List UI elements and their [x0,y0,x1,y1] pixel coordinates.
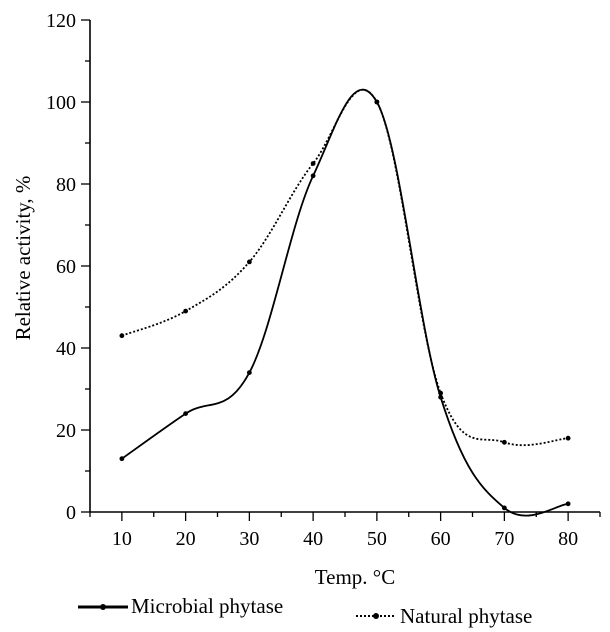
x-tick-label: 80 [558,528,578,550]
y-axis-title: Relative activity, % [11,176,35,341]
y-tick-label: 100 [46,92,76,114]
data-point-natural-phytase [183,308,189,314]
x-tick-label: 70 [494,528,514,550]
legend-marker-microbial [100,604,106,610]
x-tick-label: 50 [367,528,387,550]
y-tick-label: 80 [56,174,76,196]
data-point-natural-phytase [310,161,316,166]
series-line-natural-phytase [121,88,569,447]
data-point-microbial-phytase [119,456,125,462]
legend-item-natural: Natural phytase [356,604,532,628]
legend: Microbial phytase Natural phytase [78,594,532,628]
data-point-natural-phytase [501,439,507,445]
x-tick-label: 40 [303,528,323,550]
y-axis-ticks: 0 20 40 60 80 100 120 [46,10,90,524]
y-tick-label: 60 [56,256,76,278]
data-point-microbial-phytase [183,411,189,416]
data-point-natural-phytase [119,333,125,339]
data-point-microbial-phytase [246,370,252,375]
y-tick-label: 0 [66,502,76,524]
legend-item-microbial: Microbial phytase [78,594,283,618]
series-line-microbial-phytase [121,88,569,517]
x-tick-label: 10 [112,528,132,550]
data-point-natural-phytase [374,99,380,105]
data-point-natural-phytase [246,259,252,265]
data-point-microbial-phytase [501,505,507,511]
x-axis-title: Temp. °C [315,565,395,589]
series-microbial-phytase [119,88,571,517]
data-point-microbial-phytase [310,173,316,179]
series-natural-phytase [119,88,571,447]
data-point-natural-phytase [438,390,444,396]
x-tick-label: 20 [176,528,196,550]
x-tick-label: 60 [431,528,451,550]
y-tick-label: 20 [56,420,76,442]
series-layer [119,88,571,517]
x-axis-ticks: 10 20 30 40 50 60 70 80 [89,512,601,550]
legend-label-natural: Natural phytase [400,604,532,628]
plot-area: 0 20 40 60 80 100 120 10 20 30 40 50 60 70 80 [46,10,601,550]
y-tick-label: 40 [56,338,76,360]
data-point-microbial-phytase [565,501,571,507]
legend-label-microbial: Microbial phytase [131,594,283,618]
y-tick-label: 120 [46,10,76,32]
legend-marker-natural [373,613,379,619]
data-point-natural-phytase [565,435,571,441]
x-tick-label: 30 [239,528,259,550]
